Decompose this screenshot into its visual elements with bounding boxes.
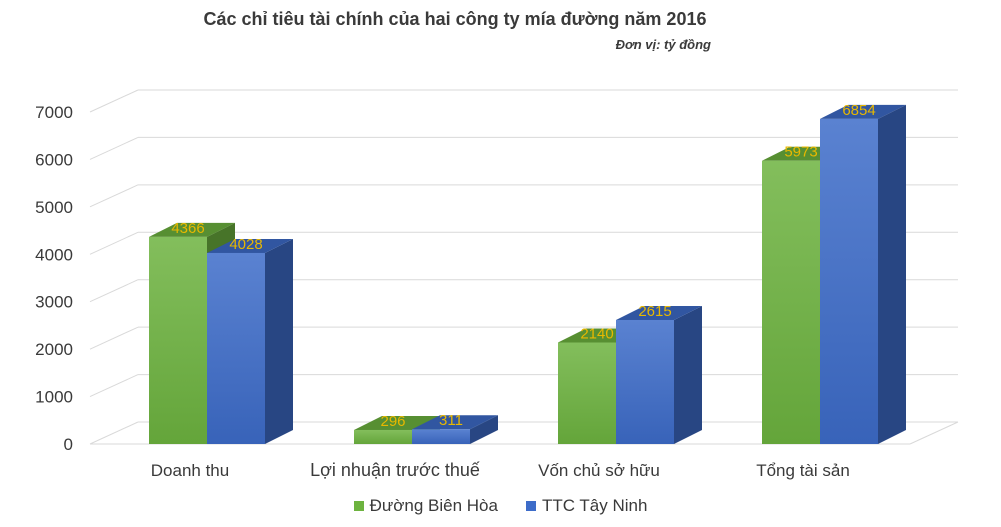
chart-subtitle: Đơn vị: tỷ đồng [615, 37, 711, 52]
bar-1-1 [412, 429, 470, 444]
gridline-diag-1 [89, 374, 139, 398]
y-tick-label-1: 1000 [35, 388, 73, 407]
y-tick-label-6: 6000 [35, 150, 73, 169]
category-label-3: Tổng tài sản [756, 461, 850, 480]
chart-title: Các chỉ tiêu tài chính của hai công ty m… [203, 9, 707, 29]
y-tick-label-5: 5000 [35, 198, 73, 217]
category-label-1: Lợi nhuận trước thuế [310, 460, 480, 480]
legend: Đường Biên Hòa TTC Tây Ninh [0, 496, 1001, 516]
bar-0-1 [354, 429, 412, 444]
bar-side-1-2 [674, 305, 702, 444]
bar-top-1-2 [616, 305, 702, 320]
legend-item-ttc: TTC Tây Ninh [525, 496, 648, 516]
bar-side-1-1 [470, 415, 498, 444]
gridline-diag-6 [89, 136, 139, 160]
data-label-0-0: 4366 [171, 220, 204, 237]
category-label-2: Vốn chủ sở hữu [538, 461, 660, 480]
legend-label-bien-hoa: Đường Biên Hòa [369, 496, 498, 515]
data-label-0-1: 296 [380, 413, 405, 430]
bar-side-1-3 [878, 104, 906, 445]
data-label-1-0: 4028 [229, 236, 262, 253]
bar-1-0 [207, 252, 265, 444]
data-label-1-2: 2615 [638, 303, 671, 320]
bar-top-1-1 [412, 415, 498, 430]
gridline-diag-2 [89, 326, 139, 350]
gridline-diag-4 [89, 231, 139, 255]
floor-right-edge [909, 421, 959, 445]
bar-0-0 [149, 236, 207, 444]
bar-0-3 [762, 160, 820, 444]
gridline-diag-7 [89, 89, 139, 113]
bar-1-3 [820, 118, 878, 445]
gridline-diag-5 [89, 184, 139, 208]
data-label-1-3: 6854 [842, 102, 875, 119]
data-label-0-2: 2140 [580, 326, 613, 343]
legend-swatch-bien-hoa [353, 501, 364, 511]
gridline-diag-0 [89, 421, 139, 445]
category-label-0: Doanh thu [151, 461, 229, 480]
bar-top-1-3 [820, 104, 906, 119]
legend-item-bien-hoa: Đường Biên Hòa [353, 496, 498, 516]
bar-side-1-0 [265, 238, 293, 444]
y-tick-label-2: 2000 [35, 340, 73, 359]
y-tick-label-7: 7000 [35, 103, 73, 122]
data-label-1-1: 311 [439, 412, 463, 429]
legend-label-ttc: TTC Tây Ninh [541, 496, 648, 515]
gridline-diag-3 [89, 279, 139, 303]
y-tick-label-3: 3000 [35, 293, 73, 312]
bar-top-1-0 [207, 238, 293, 253]
y-tick-label-4: 4000 [35, 245, 73, 264]
y-tick-label-0: 0 [64, 435, 73, 454]
bar-0-2 [558, 342, 616, 444]
legend-swatch-ttc [525, 501, 536, 511]
data-label-0-3: 5973 [784, 144, 817, 161]
bar-top-0-0 [149, 222, 235, 237]
bar-1-2 [616, 319, 674, 444]
